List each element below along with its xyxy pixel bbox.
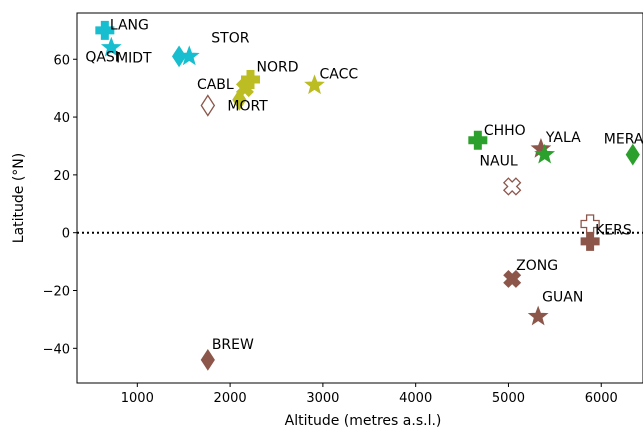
- scatter-point-cross: [503, 269, 522, 288]
- scatter-point-diamond: [200, 348, 215, 371]
- x-tick-label: 4000: [399, 391, 432, 406]
- plot-frame: [76, 12, 643, 384]
- point-label: ZONG: [516, 258, 558, 274]
- x-tick-label: 5000: [492, 391, 525, 406]
- x-axis-label: Altitude (metres a.s.l.): [285, 413, 442, 429]
- scatter-point-star: [534, 143, 556, 164]
- point-label: CACC: [320, 66, 359, 82]
- point-label: BREW: [212, 337, 254, 353]
- y-tick-label: 40: [53, 111, 70, 126]
- scatter-point-star: [100, 36, 122, 57]
- y-tick-label: 60: [53, 53, 70, 68]
- y-axis-label: Latitude (°N): [11, 153, 27, 243]
- point-label: NORD: [257, 59, 299, 75]
- scatter-point-plus: [241, 69, 261, 89]
- scatter-point-diamond: [200, 94, 216, 117]
- point-label: CABL: [197, 77, 234, 93]
- x-tick-label: 2000: [214, 391, 247, 406]
- y-tick-label: −20: [43, 285, 70, 300]
- point-label: QASI: [85, 50, 119, 66]
- point-label: MORT: [227, 99, 268, 115]
- scatter-point-plus: [468, 130, 488, 150]
- scatter-point-plus: [580, 231, 600, 251]
- y-tick-label: 20: [53, 169, 70, 184]
- plot-area: 1000 2000 3000 4000 5000 6000 −40 −20 0 20 40 60 LAN…: [43, 12, 643, 406]
- point-label: CHHO: [484, 123, 526, 139]
- point-label: LANG: [110, 17, 149, 33]
- point-label: STOR: [211, 30, 249, 46]
- scatter-point-star: [527, 305, 549, 326]
- point-label: YALA: [545, 130, 581, 146]
- scatter-point-diamond: [232, 88, 247, 111]
- y-tick-label: −40: [43, 342, 70, 357]
- x-tick-label: 1000: [121, 391, 154, 406]
- x-tick-label: 6000: [585, 391, 618, 406]
- scatter-point-diamond: [625, 143, 640, 166]
- point-label: GUAN: [542, 290, 583, 306]
- point-label: NAUL: [480, 154, 518, 170]
- point-label: MERA: [604, 132, 643, 148]
- point-label: MIDT: [116, 50, 152, 66]
- x-tick-label: 3000: [306, 391, 339, 406]
- point-label: KERS: [595, 222, 632, 238]
- scatter-point-cross: [502, 177, 522, 196]
- scatter-point-star: [304, 74, 325, 95]
- y-tick-label: 0: [62, 227, 70, 242]
- scatter-point-star: [178, 45, 200, 66]
- scatter-point-plus: [95, 20, 115, 40]
